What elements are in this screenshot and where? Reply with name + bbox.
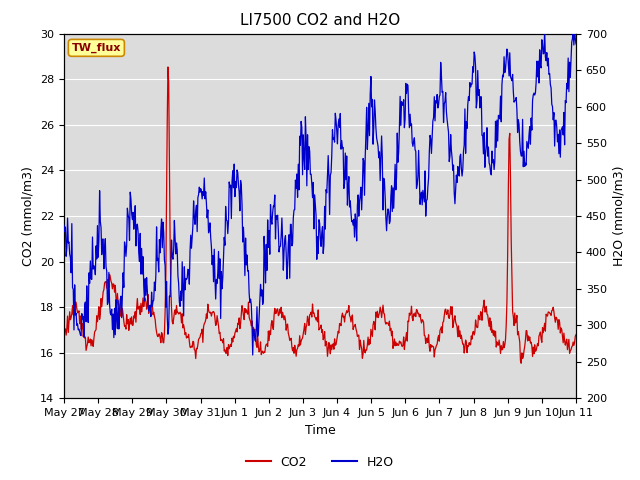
X-axis label: Time: Time <box>305 424 335 437</box>
Title: LI7500 CO2 and H2O: LI7500 CO2 and H2O <box>240 13 400 28</box>
Y-axis label: H2O (mmol/m3): H2O (mmol/m3) <box>612 166 625 266</box>
Y-axis label: CO2 (mmol/m3): CO2 (mmol/m3) <box>22 166 35 266</box>
Text: TW_flux: TW_flux <box>72 43 121 53</box>
Legend: CO2, H2O: CO2, H2O <box>241 451 399 474</box>
